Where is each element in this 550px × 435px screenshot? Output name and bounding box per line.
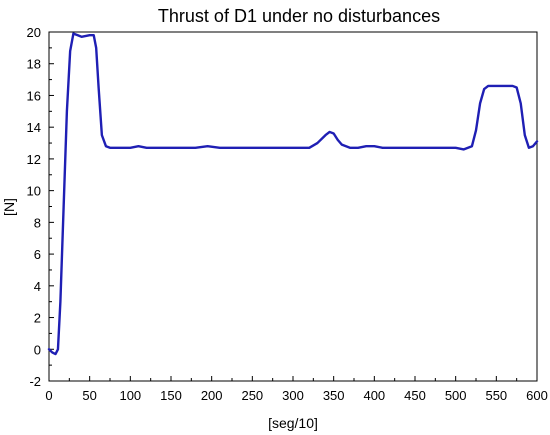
- x-tick-label: 100: [119, 388, 141, 403]
- x-tick-label: 300: [282, 388, 304, 403]
- y-tick-label: 4: [34, 279, 41, 294]
- y-tick-label: 6: [34, 247, 41, 262]
- x-tick-label: 450: [404, 388, 426, 403]
- x-tick-label: 400: [363, 388, 385, 403]
- y-tick-label: 2: [34, 311, 41, 326]
- tick-group: 0 50 100 150 200 250 300 350 400 450 500 550 600 -2 0 2…: [27, 25, 548, 403]
- x-tick-label: 200: [201, 388, 223, 403]
- x-tick-label: 250: [241, 388, 263, 403]
- y-tick-label: 18: [27, 57, 41, 72]
- y-tick-label: 8: [34, 215, 41, 230]
- chart-title: Thrust of D1 under no disturbances: [158, 6, 440, 26]
- x-tick-label: 50: [82, 388, 96, 403]
- y-tick-label: 20: [27, 25, 41, 40]
- x-axis-title: [seg/10]: [268, 415, 318, 431]
- y-tick-label: 12: [27, 152, 41, 167]
- x-tick-label: 550: [485, 388, 507, 403]
- x-tick-label: 150: [160, 388, 182, 403]
- x-tick-label: 500: [445, 388, 467, 403]
- y-tick-label: 10: [27, 184, 41, 199]
- plot-frame: [48, 31, 538, 382]
- series-line: [47, 32, 539, 356]
- y-tick-label: 16: [27, 88, 41, 103]
- x-tick-label: 350: [323, 388, 345, 403]
- y-tick-label: -2: [29, 374, 41, 389]
- y-axis-title: [N]: [1, 198, 17, 216]
- y-tick-label: 14: [27, 120, 41, 135]
- y-tick-label: 0: [34, 342, 41, 357]
- x-tick-label: 0: [45, 388, 52, 403]
- x-tick-label: 600: [526, 388, 548, 403]
